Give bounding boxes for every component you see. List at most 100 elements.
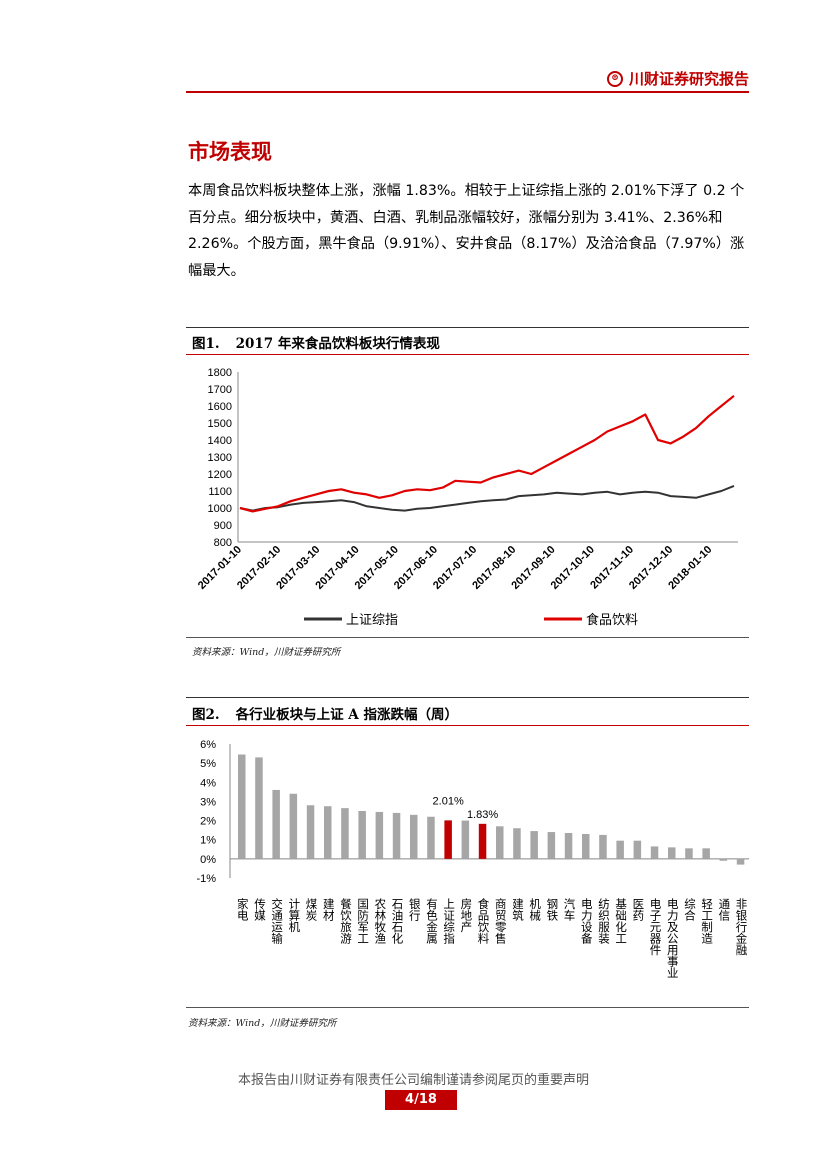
category-label: 电子元器件 [649, 898, 662, 956]
header-divider [186, 91, 749, 93]
bar [599, 834, 607, 859]
figure1-title: 图1. 2017 年来食品饮料板块行情表现 [192, 332, 440, 352]
market-summary-paragraph: 本周食品饮料板块整体上涨，涨幅 1.83%。相较于上证综指上涨的 2.01%下浮… [188, 183, 745, 279]
figure1-top-rule [186, 327, 749, 328]
category-label: 轻工制造 [700, 897, 713, 944]
category-label: 国防军工 [356, 898, 369, 944]
figure1-number: 图1. [192, 336, 220, 352]
bar [461, 820, 470, 859]
bar [238, 754, 246, 859]
category-label: 有色金属 [425, 897, 438, 945]
category-label: 电力设备 [580, 898, 593, 945]
page-number: 4/18 [385, 1090, 457, 1110]
bar [496, 826, 504, 859]
y-tick-label: 1000 [208, 503, 232, 515]
y-tick-label: 900 [214, 520, 232, 532]
bar [685, 848, 693, 859]
bar [650, 846, 659, 859]
bar [289, 793, 298, 859]
brand-name: 川财证券研究报告 [628, 70, 749, 88]
bar [410, 814, 418, 859]
bar [306, 805, 315, 859]
category-label: 传媒 [253, 897, 266, 922]
bar [358, 811, 366, 859]
bar [341, 808, 349, 859]
figure1-source: 资料来源：Wind，川财证券研究所 [192, 647, 341, 658]
y-tick-label: 1600 [208, 401, 232, 413]
y-tick-label: 3% [200, 796, 216, 808]
category-label: 房地产 [459, 898, 472, 933]
y-tick-label: 4% [200, 777, 216, 789]
bar [444, 820, 452, 859]
line-chart: 800 900 1000 1100 1200 1300 1400 1500 1600 1700 18… [196, 367, 738, 627]
category-label: 医药 [631, 898, 644, 922]
bar [375, 811, 384, 859]
category-label: 建材 [322, 897, 335, 921]
bar [668, 847, 676, 859]
data-label: 1.83% [467, 809, 498, 821]
bar [392, 812, 401, 859]
y-tick-label: 1400 [208, 435, 232, 447]
category-label: 餐饮旅游 [339, 897, 352, 944]
chuancai-logo-icon: ⊜ [606, 70, 623, 87]
category-label: 机械 [528, 897, 541, 922]
bar [736, 858, 745, 865]
bar [702, 848, 710, 859]
bar [633, 840, 642, 859]
bar [478, 823, 487, 859]
category-label: 家电 [236, 897, 249, 921]
bar [324, 806, 332, 859]
category-label: 上证综指 [442, 898, 455, 945]
series-line-food-beverage [239, 394, 735, 513]
y-tick-label: 1200 [208, 469, 232, 481]
figure2-top-rule [186, 697, 749, 698]
figure2-title: 图2. 各行业板块与上证 A 指涨跌幅（周） [192, 703, 458, 723]
category-label: 食品饮料 [477, 897, 490, 945]
y-tick-label: -1% [196, 873, 216, 885]
category-label: 计算机 [287, 898, 300, 933]
figure2-source: 资料来源：Wind，川财证券研究所 [188, 1018, 337, 1029]
category-label: 石油石化 [391, 898, 404, 945]
category-label: 银行 [408, 897, 421, 922]
y-tick-label: 1300 [208, 452, 232, 464]
y-tick-label: 800 [214, 537, 232, 549]
category-label: 汽车 [563, 897, 576, 922]
series-line-shanghai-composite [239, 484, 735, 512]
section-title: 市场表现 [188, 139, 272, 164]
category-label: 纺织服装 [597, 897, 610, 945]
y-tick-label: 1100 [208, 486, 232, 498]
report-header: ⊜ 川财证券研究报告 [186, 66, 749, 93]
category-label: 非银行金融 [735, 898, 748, 956]
y-tick-label: 6% [200, 739, 216, 751]
bar [427, 816, 435, 859]
bar [582, 833, 590, 859]
footer-disclaimer: 本报告由川财证券有限责任公司编制谨请参阅尾页的重要声明 [237, 1073, 589, 1088]
y-tick-label: 5% [200, 758, 216, 770]
category-label: 商贸零售 [494, 897, 507, 945]
category-label: 基础化工 [614, 898, 627, 944]
bar [564, 833, 573, 859]
legend-label: 上证综指 [346, 612, 398, 627]
y-tick-label: 0% [200, 854, 216, 866]
figure1-title-rule [186, 354, 749, 355]
bar [272, 789, 280, 859]
y-tick-label: 1800 [208, 367, 232, 379]
legend-label: 食品饮料 [586, 612, 638, 627]
y-tick-label: 1500 [208, 418, 232, 430]
brand: ⊜ 川财证券研究报告 [606, 68, 749, 89]
bar [530, 831, 538, 859]
bar [513, 828, 521, 859]
category-label: 钢铁 [545, 898, 558, 921]
figure2-bottom-rule [186, 1007, 749, 1008]
bar [547, 832, 556, 859]
figure1-bottom-rule [186, 637, 749, 638]
category-label: 综合 [683, 897, 696, 921]
category-label: 煤炭 [305, 898, 318, 922]
bar [719, 858, 728, 861]
figure1-caption: 2017 年来食品饮料板块行情表现 [235, 336, 440, 352]
figure2-title-rule [186, 725, 749, 726]
category-label: 通信 [717, 898, 730, 922]
figure2-caption: 各行业板块与上证 A 指涨跌幅（周） [235, 707, 458, 723]
data-label: 2.01% [433, 795, 464, 807]
y-tick-label: 1% [200, 835, 216, 847]
